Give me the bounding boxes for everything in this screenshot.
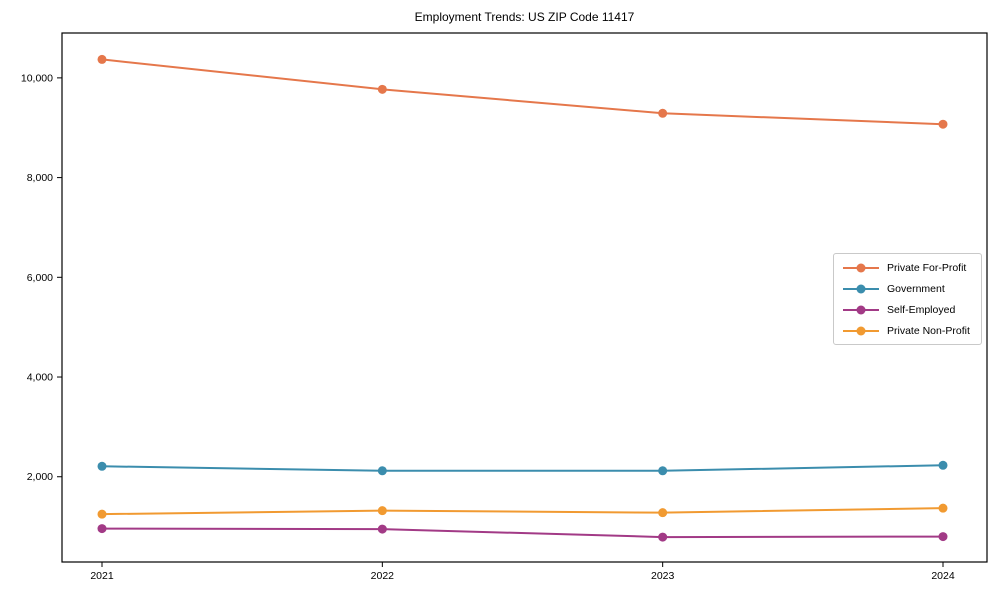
legend-item-private-for-profit: Private For-Profit xyxy=(842,262,973,274)
legend-item-government: Government xyxy=(842,283,973,295)
legend-item-self-employed: Self-Employed xyxy=(842,304,973,316)
svg-text:2024: 2024 xyxy=(931,570,955,582)
line-marker-icon xyxy=(843,263,879,272)
legend-label: Private Non-Profit xyxy=(887,324,970,337)
chart-title: Employment Trends: US ZIP Code 11417 xyxy=(414,10,635,24)
svg-text:10,000: 10,000 xyxy=(21,72,53,84)
svg-text:2023: 2023 xyxy=(651,570,675,582)
line-marker-icon xyxy=(843,305,879,314)
legend-label: Government xyxy=(887,282,945,295)
svg-text:6,000: 6,000 xyxy=(27,272,53,284)
legend-label: Private For-Profit xyxy=(887,261,967,274)
line-marker-icon xyxy=(843,326,879,335)
svg-text:4,000: 4,000 xyxy=(27,372,53,384)
svg-text:8,000: 8,000 xyxy=(27,172,53,184)
svg-text:2022: 2022 xyxy=(371,570,395,582)
svg-text:2,000: 2,000 xyxy=(27,471,53,483)
legend: Private For-Profit Government Self-Emplo… xyxy=(833,253,982,345)
svg-text:2021: 2021 xyxy=(90,570,114,582)
legend-item-private-non-profit: Private Non-Profit xyxy=(842,325,973,337)
legend-label: Self-Employed xyxy=(887,303,956,316)
line-marker-icon xyxy=(843,284,879,293)
